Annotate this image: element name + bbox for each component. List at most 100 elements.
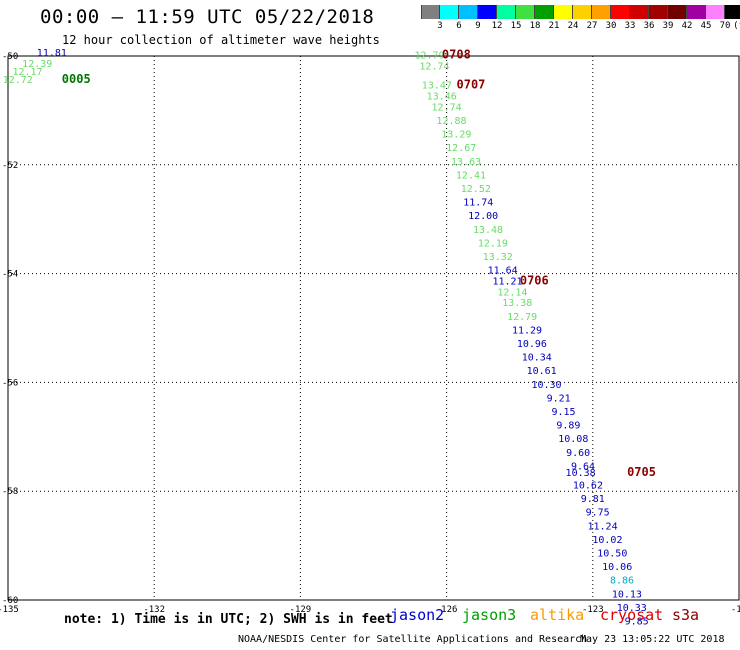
legend-swatch [725,5,740,19]
x-tick-label: -132 [143,605,165,615]
legend-swatch [440,5,459,19]
legend-label: 45 [700,21,712,31]
time-marker-label: 0708 [442,48,471,62]
legend-swatch [592,5,611,19]
data-point-label: 11.81 [37,48,67,59]
legend-label: 24 [567,21,579,31]
data-point-label: 9.15 [552,407,576,418]
legend-label: 9 [475,21,481,31]
data-point-label: 9.21 [547,393,571,404]
footer-note: note: 1) Time is in UTC; 2) SWH is in fe… [64,612,393,627]
time-marker-label: 0005 [62,72,91,86]
data-point-label: 12.79 [507,312,537,323]
data-point-label: 9.64 [571,461,595,472]
data-point-label: 11.29 [512,325,542,336]
legend-color-bar [421,5,740,19]
data-point-label: 9.81 [581,494,605,505]
legend-label: 27 [586,21,598,31]
data-point-label: 13.47 [422,81,452,92]
satellite-label-cryosat: cryosat [600,606,664,624]
legend-swatch [668,5,687,19]
legend-label: 3 [437,21,443,31]
x-tick-label: -12 [731,605,740,615]
data-point-label: 10.30 [531,380,561,391]
legend-swatch [421,5,440,19]
data-point-label: 12.41 [456,170,486,181]
chart-subtitle: 12 hour collection of altimeter wave hei… [62,33,380,47]
data-point-label: 10.96 [517,339,547,350]
data-point-label: 9.89 [556,421,580,432]
legend-label: 15 [510,21,522,31]
legend-swatch [459,5,478,19]
data-point-label: 13.63 [451,157,481,168]
legend-label: 33 [624,21,636,31]
y-tick-label: -56 [2,378,18,388]
data-point-label: 12.88 [436,116,466,127]
legend-swatch [554,5,573,19]
data-point-label: 10.34 [522,353,552,364]
data-point-label: 9.85 [625,616,649,627]
legend-swatch [687,5,706,19]
legend-label: 42 [681,21,693,31]
data-point-label: 10.02 [592,535,622,546]
x-tick-label: -129 [290,605,312,615]
data-point-label: 10.50 [597,548,627,559]
satellite-label-jason3: jason3 [462,606,517,624]
data-point-label: 9.75 [586,508,610,519]
data-point-label: 13.48 [473,225,503,236]
y-tick-label: -54 [2,270,18,280]
chart-title: 00:00 — 11:59 UTC 05/22/2018 [40,6,375,28]
x-tick-label: -123 [582,605,604,615]
x-tick-label: -135 [0,605,19,615]
legend-swatch [649,5,668,19]
data-point-label: 9.60 [566,448,590,459]
legend-swatch [516,5,535,19]
satellite-label-altika: altika [530,606,585,624]
legend-swatch [630,5,649,19]
data-point-label: 10.08 [558,434,588,445]
data-point-label: 10.33 [617,603,647,614]
data-point-label: 10.62 [573,480,603,491]
y-tick-label: -50 [2,52,18,62]
legend-swatch [535,5,554,19]
data-point-label: 12.79 [414,51,444,62]
data-point-label: 11.64 [488,266,518,277]
data-point-label: 13.32 [483,252,513,263]
legend-label: 70 [719,21,731,31]
time-marker-label: 0706 [520,273,549,287]
data-point-label: 12.74 [432,102,462,113]
data-point-label: 10.38 [566,468,596,479]
data-point-label: 13.46 [427,92,457,103]
legend-label: 39 [662,21,674,31]
data-point-label: 12.67 [446,143,476,154]
legend-swatch [611,5,630,19]
legend-label: 36 [643,21,655,31]
y-tick-label: -60 [2,596,18,606]
data-point-label: 10.61 [527,366,557,377]
data-point-label: 12.00 [468,211,498,222]
data-point-label: 12.39 [22,59,52,70]
data-point-label: 12.52 [461,184,491,195]
credit-text: NOAA/NESDIS Center for Satellite Applica… [238,634,588,645]
satellite-label-jason2: jason2 [390,606,445,624]
legend-swatch [706,5,725,19]
data-point-label: 8.86 [610,576,634,587]
satellite-label-s3a: s3a [672,606,700,624]
data-point-label: 11.21 [492,276,522,287]
legend-label: (ft) [733,21,740,31]
data-point-label: 12.17 [12,67,42,78]
time-marker-label: 0705 [627,465,656,479]
data-point-label: 13.29 [441,130,471,141]
data-point-label: 10.06 [602,562,632,573]
legend-label: 6 [456,21,462,31]
generated-timestamp: May 23 13:05:22 UTC 2018 [580,634,725,645]
data-point-label: 12.14 [497,287,527,298]
legend-label: 21 [548,21,560,31]
legend-swatch [497,5,516,19]
legend-swatch [478,5,497,19]
data-point-label: 12.19 [478,238,508,249]
data-point-label: 11.74 [463,198,493,209]
